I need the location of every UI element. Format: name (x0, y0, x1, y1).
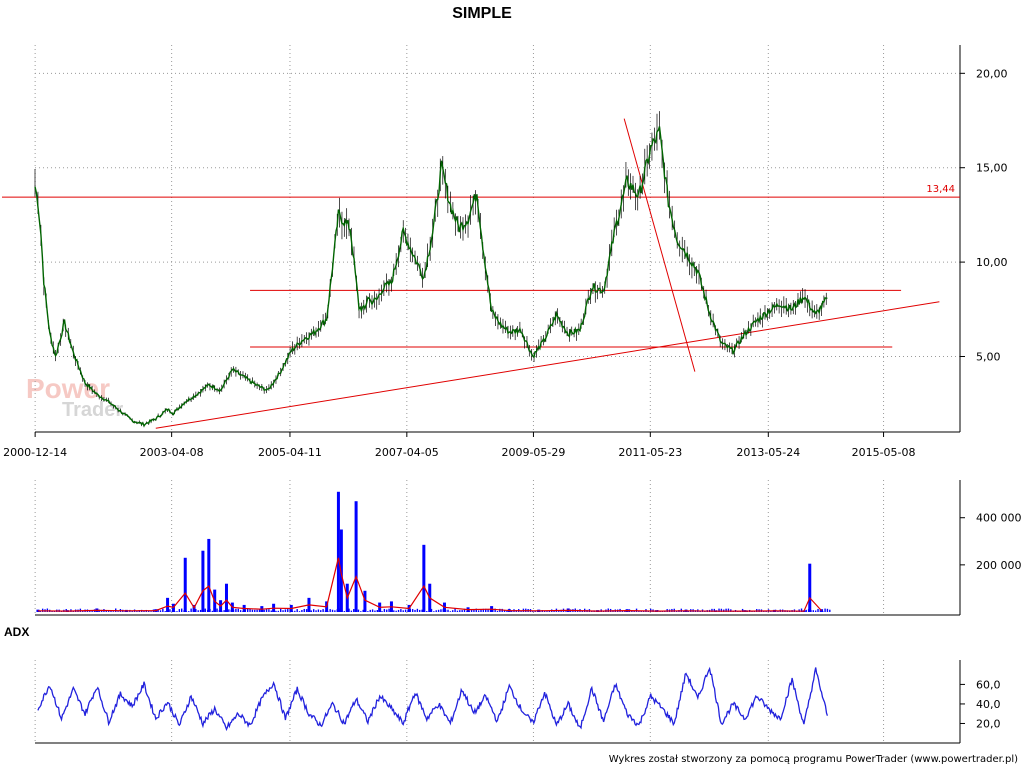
volume-bar (820, 609, 824, 612)
adx-y-tick-label: 40,0 (976, 698, 1001, 711)
price-y-tick-labels: 20,00 15,00 10,00 5,00 (960, 67, 1008, 363)
adx-label: ADX (4, 625, 29, 639)
price-grid (34, 45, 960, 437)
adx-grid (34, 660, 885, 743)
volume-bar (339, 529, 343, 612)
price-candles (34, 111, 827, 428)
adx-y-tick-labels: 60,0 40,0 20,0 (960, 678, 1001, 730)
volume-bar (166, 597, 170, 612)
x-tick-label: 2003-04-08 (140, 446, 204, 459)
volume-y-tick-label: 200 000 (976, 559, 1022, 572)
price-x-tick-labels: 2000-12-14 2003-04-08 2005-04-11 2007-04-05… (3, 446, 915, 459)
volume-pane: 400 000 200 000 (34, 480, 1022, 616)
chart-title: SIMPLE (452, 5, 512, 22)
volume-bar (207, 538, 211, 612)
trendlines (2, 118, 960, 429)
volume-bar (183, 557, 187, 612)
trendline (623, 118, 696, 372)
volume-y-tick-labels: 400 000 200 000 (960, 512, 1022, 572)
volume-bar (224, 583, 228, 612)
y-tick-label: 15,00 (976, 162, 1008, 175)
y-tick-label: 10,00 (976, 256, 1008, 269)
volume-bar (808, 563, 812, 612)
volume-bar (422, 544, 426, 612)
powertrader-logo-watermark: Power Trader (26, 373, 123, 421)
y-tick-label: 5,00 (976, 350, 1001, 363)
x-tick-label: 2007-04-05 (375, 446, 439, 459)
watermark-brand-bottom: Trader (62, 399, 123, 421)
volume-bar (201, 550, 205, 612)
resistance-level-label: 13,44 (926, 184, 955, 195)
volume-average-series (37, 557, 822, 612)
x-tick-label: 2011-05-23 (618, 446, 682, 459)
adx-y-tick-label: 60,0 (976, 678, 1001, 691)
volume-bars (36, 491, 831, 612)
price-pane: 2000-12-14 2003-04-08 2005-04-11 2007-04-05… (2, 45, 1008, 459)
volume-bar (336, 491, 340, 612)
y-tick-label: 20,00 (976, 67, 1008, 80)
volume-bar (354, 501, 358, 612)
volume-y-tick-label: 400 000 (976, 512, 1022, 525)
adx-series (37, 666, 829, 732)
x-tick-label: 2000-12-14 (3, 446, 67, 459)
x-tick-label: 2005-04-11 (258, 446, 322, 459)
volume-bar (363, 590, 367, 612)
x-tick-label: 2013-05-24 (736, 446, 800, 459)
adx-pane: ADX 60,0 40,0 20,0 (4, 625, 1001, 744)
watermark-brand-top: Power (26, 373, 110, 404)
trendline (155, 301, 940, 429)
price-series (34, 126, 828, 428)
adx-y-tick-label: 20,0 (976, 717, 1001, 730)
x-tick-label: 2009-05-29 (501, 446, 565, 459)
footer-credit: Wykres został stworzony za pomocą progra… (609, 754, 1018, 765)
x-tick-label: 2015-05-08 (852, 446, 916, 459)
volume-grid (34, 480, 885, 615)
